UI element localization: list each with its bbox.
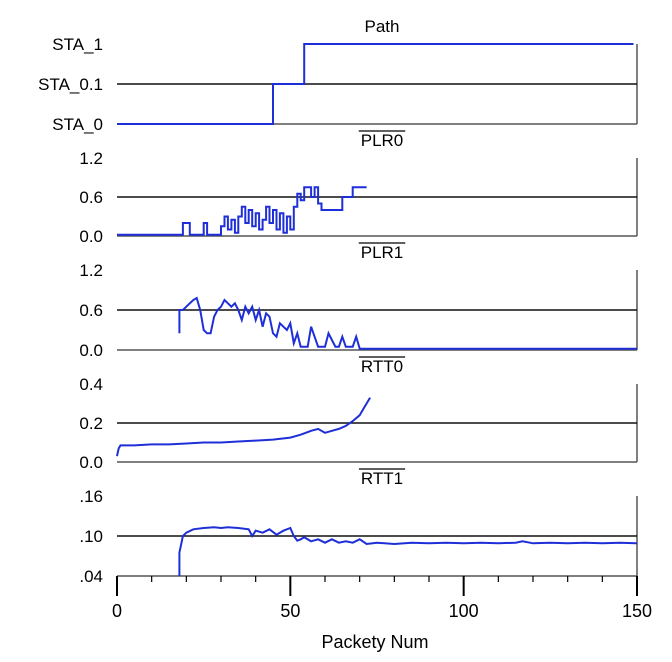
panel-0-ytick-label: STA_0.1 <box>38 75 103 94</box>
panel-4-ytick-label: .16 <box>79 487 103 506</box>
x-axis-label: Packety Num <box>321 632 428 652</box>
x-tick-label: 100 <box>449 601 479 621</box>
panel-1-series-line <box>117 186 367 236</box>
panel-1-ytick-label: 1.2 <box>79 149 103 168</box>
panel-1-title: PLR0 <box>361 131 404 150</box>
x-tick-label: 0 <box>112 601 122 621</box>
chart-panel-2: 1.2 0.6 0.0 PLR1 <box>79 242 638 360</box>
chart-panels: STA_1 STA_0.1 STA_0 Path 1.2 0.6 0.0 PLR0 1.2 0.6… <box>38 17 638 586</box>
panel-4-ytick-label: .10 <box>79 527 103 546</box>
x-axis: 0 50 100 150 <box>112 576 652 621</box>
panel-0-title: Path <box>365 17 400 36</box>
panel-2-series-line <box>178 296 637 350</box>
panel-0-series-line <box>117 43 634 125</box>
panel-2-ytick-label: 0.0 <box>79 341 103 360</box>
panel-1-ytick-label: 0.6 <box>79 188 103 207</box>
panel-2-ytick-label: 0.6 <box>79 301 103 320</box>
x-tick-label: 150 <box>622 601 652 621</box>
x-tick-label: 50 <box>280 601 300 621</box>
panel-4-series-line <box>178 526 638 576</box>
panel-3-ytick-label: 0.0 <box>79 453 103 472</box>
panel-3-title: RTT0 <box>361 357 403 376</box>
panel-2-title: PLR1 <box>361 243 404 262</box>
panel-2-ytick-label: 1.2 <box>79 261 103 280</box>
panel-4-ytick-label: .04 <box>79 567 103 586</box>
panel-0-ytick-label: STA_0 <box>52 115 103 134</box>
chart-panel-1: 1.2 0.6 0.0 PLR0 <box>79 130 638 246</box>
chart-panel-3: 0.4 0.2 0.0 RTT0 <box>79 356 638 472</box>
panel-4-title: RTT1 <box>361 469 403 488</box>
panel-3-ytick-label: 0.4 <box>79 375 103 394</box>
panel-1-ytick-label: 0.0 <box>79 227 103 246</box>
panel-3-series-line <box>116 397 371 457</box>
panel-3-ytick-label: 0.2 <box>79 414 103 433</box>
chart-panel-0: STA_1 STA_0.1 STA_0 Path <box>38 17 638 134</box>
panel-0-ytick-label: STA_1 <box>52 35 103 54</box>
chart-panel-4: .16 .10 .04 RTT1 <box>79 468 638 586</box>
